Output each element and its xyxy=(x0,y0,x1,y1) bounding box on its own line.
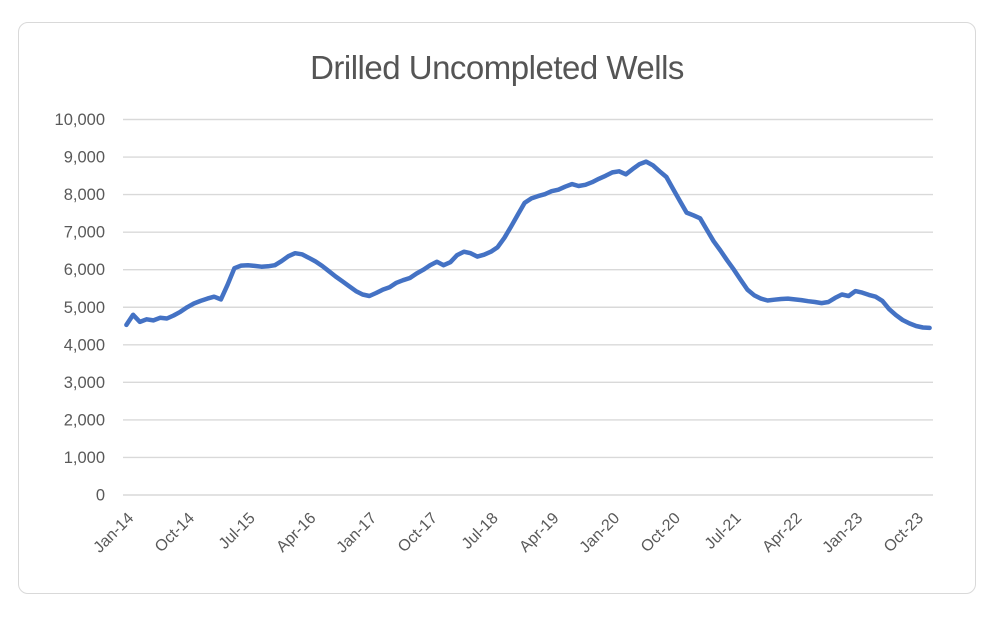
x-axis-tick-label: Jan-20 xyxy=(577,510,624,557)
x-axis-tick-label: Jul-18 xyxy=(459,510,502,553)
x-axis-tick-label: Oct-17 xyxy=(395,510,441,556)
data-line-drilled-uncompleted-wells xyxy=(124,159,932,331)
x-axis-tick-label: Jan-17 xyxy=(334,510,381,557)
y-axis-tick-label: 5,000 xyxy=(64,299,105,317)
x-axis-tick-label: Apr-16 xyxy=(273,510,319,556)
y-axis-tick-label: 6,000 xyxy=(64,261,105,279)
x-axis-tick-label: Jan-23 xyxy=(820,510,867,557)
x-axis-tick-label: Jan-14 xyxy=(91,510,138,557)
chart-frame: Drilled Uncompleted Wells 0 1,000 2,000 3,0… xyxy=(18,22,976,594)
y-axis-tick-label: 1,000 xyxy=(64,449,105,467)
y-axis-tick-label: 3,000 xyxy=(64,374,105,392)
y-axis-tick-label: 10,000 xyxy=(55,111,105,129)
chart-title: Drilled Uncompleted Wells xyxy=(310,49,684,86)
y-axis-tick-label: 7,000 xyxy=(64,224,105,242)
x-axis-tick-label: Apr-22 xyxy=(759,510,805,556)
x-axis-tick-label: Oct-14 xyxy=(152,510,198,556)
x-axis-tick-label: Oct-20 xyxy=(638,510,684,556)
y-axis-tick-label: 0 xyxy=(96,487,105,505)
line-chart-plot-area: 0 1,000 2,000 3,000 4,000 5,000 6,000 7,000 8,00… xyxy=(55,111,933,557)
y-axis-tick-label: 8,000 xyxy=(64,186,105,204)
y-axis-tick-label: 2,000 xyxy=(64,411,105,429)
x-axis-tick-label: Jul-21 xyxy=(702,510,745,553)
y-axis-tick-label: 4,000 xyxy=(64,336,105,354)
y-axis-tick-label: 9,000 xyxy=(64,149,105,167)
x-axis-tick-label: Oct-23 xyxy=(881,510,927,556)
x-axis-tick-label: Jul-15 xyxy=(216,510,259,553)
x-axis-tick-label: Apr-19 xyxy=(516,510,562,556)
